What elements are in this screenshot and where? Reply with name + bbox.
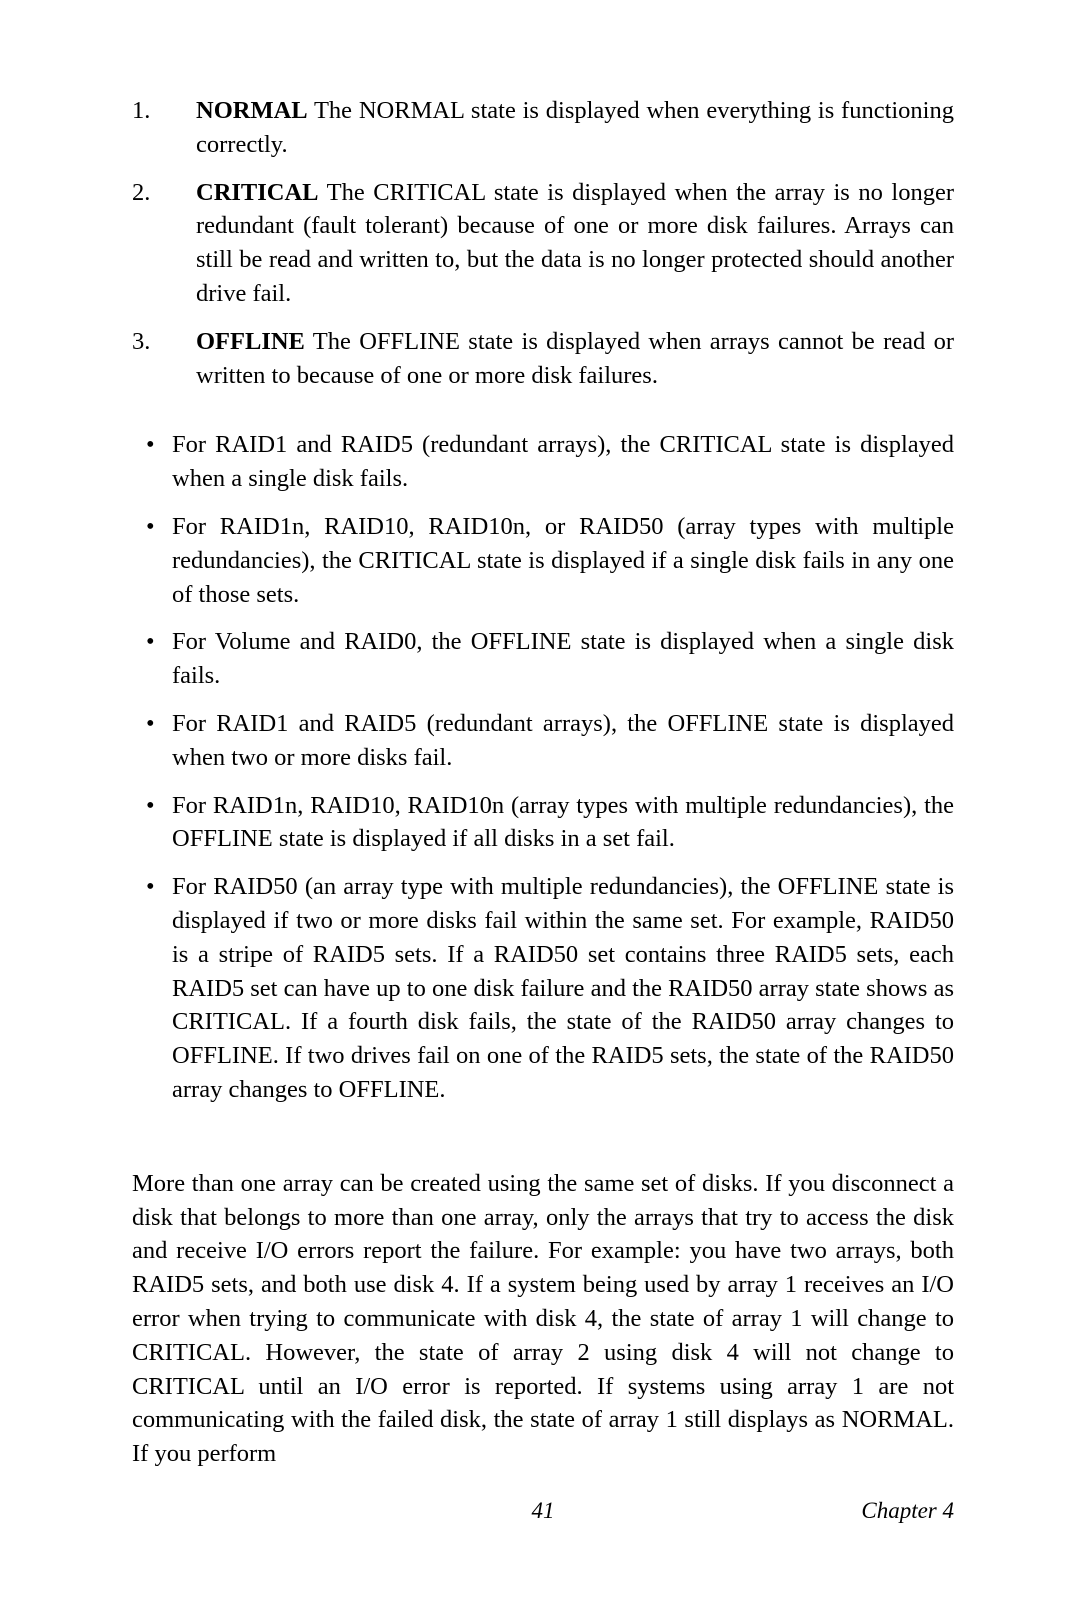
bullet-text: For RAID1n, RAID10, RAID10n, or RAID50 (… bbox=[172, 510, 954, 611]
ordered-item: 3. OFFLINE The OFFLINE state is displaye… bbox=[132, 325, 954, 393]
bullet-marker: • bbox=[132, 510, 172, 611]
bullet-item: • For RAID1 and RAID5 (redundant arrays)… bbox=[132, 707, 954, 775]
bullet-text: For RAID50 (an array type with multiple … bbox=[172, 870, 954, 1107]
ordered-num: 3. bbox=[132, 325, 196, 393]
bullet-item: • For RAID50 (an array type with multipl… bbox=[132, 870, 954, 1107]
ordered-lead: CRITICAL bbox=[196, 179, 319, 206]
bullet-item: • For RAID1 and RAID5 (redundant arrays)… bbox=[132, 428, 954, 496]
page-number: 41 bbox=[532, 1498, 555, 1524]
ordered-num: 1. bbox=[132, 94, 196, 162]
bullet-marker: • bbox=[132, 625, 172, 693]
ordered-num: 2. bbox=[132, 176, 196, 311]
chapter-label: Chapter 4 bbox=[861, 1498, 954, 1524]
bullet-text: For RAID1n, RAID10, RAID10n (array types… bbox=[172, 789, 954, 857]
body-paragraph: More than one array can be created using… bbox=[132, 1167, 954, 1471]
ordered-text: The NORMAL state is displayed when every… bbox=[196, 97, 954, 158]
ordered-item: 1. NORMAL The NORMAL state is displayed … bbox=[132, 94, 954, 162]
ordered-item: 2. CRITICAL The CRITICAL state is displa… bbox=[132, 176, 954, 311]
bullet-marker: • bbox=[132, 870, 172, 1107]
page-footer: 41 Chapter 4 bbox=[132, 1498, 954, 1524]
bullet-list: • For RAID1 and RAID5 (redundant arrays)… bbox=[132, 428, 954, 1106]
ordered-lead: NORMAL bbox=[196, 97, 308, 124]
ordered-list: 1. NORMAL The NORMAL state is displayed … bbox=[132, 94, 954, 392]
bullet-item: • For Volume and RAID0, the OFFLINE stat… bbox=[132, 625, 954, 693]
ordered-content: CRITICAL The CRITICAL state is displayed… bbox=[196, 176, 954, 311]
bullet-text: For RAID1 and RAID5 (redundant arrays), … bbox=[172, 707, 954, 775]
bullet-text: For RAID1 and RAID5 (redundant arrays), … bbox=[172, 428, 954, 496]
page-body: 1. NORMAL The NORMAL state is displayed … bbox=[0, 0, 1080, 1471]
bullet-text: For Volume and RAID0, the OFFLINE state … bbox=[172, 625, 954, 693]
bullet-marker: • bbox=[132, 428, 172, 496]
ordered-content: NORMAL The NORMAL state is displayed whe… bbox=[196, 94, 954, 162]
bullet-item: • For RAID1n, RAID10, RAID10n (array typ… bbox=[132, 789, 954, 857]
bullet-marker: • bbox=[132, 707, 172, 775]
bullet-item: • For RAID1n, RAID10, RAID10n, or RAID50… bbox=[132, 510, 954, 611]
ordered-text: The OFFLINE state is displayed when arra… bbox=[196, 328, 954, 389]
bullet-marker: • bbox=[132, 789, 172, 857]
ordered-lead: OFFLINE bbox=[196, 328, 305, 355]
ordered-content: OFFLINE The OFFLINE state is displayed w… bbox=[196, 325, 954, 393]
